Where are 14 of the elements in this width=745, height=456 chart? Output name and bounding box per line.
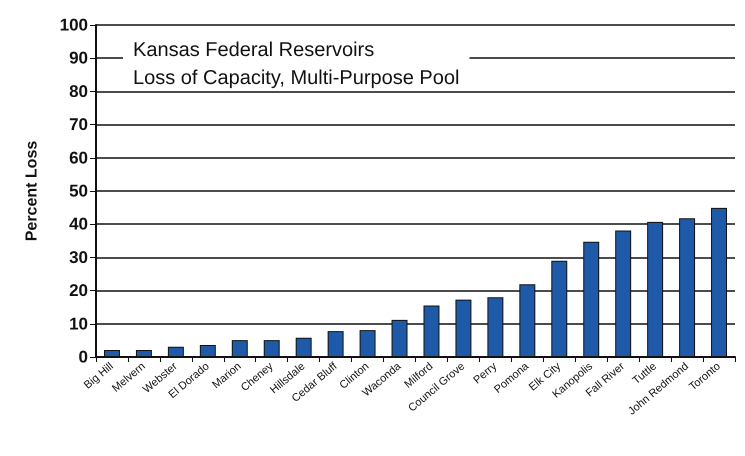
- y-tick-label: 20: [69, 281, 88, 300]
- y-tick-label: 40: [69, 214, 88, 234]
- y-tick-label: 100: [60, 16, 88, 34]
- y-tick-label: 10: [69, 314, 88, 334]
- text: Kansas Federal Reservoirs: [133, 39, 374, 61]
- y-tick-label: 30: [69, 248, 88, 267]
- y-tick-label: 80: [69, 82, 88, 101]
- y-tick-label: 50: [69, 182, 88, 200]
- y-tick-label: 70: [69, 115, 88, 134]
- text: Loss of Capacity, Multi-Purpose Pool: [133, 67, 460, 89]
- y-tick-label: 90: [69, 48, 88, 68]
- y-tick-label: 0: [78, 348, 88, 366]
- y-axis-title: Percent Loss: [24, 140, 40, 242]
- y-tick-label: 60: [69, 148, 88, 168]
